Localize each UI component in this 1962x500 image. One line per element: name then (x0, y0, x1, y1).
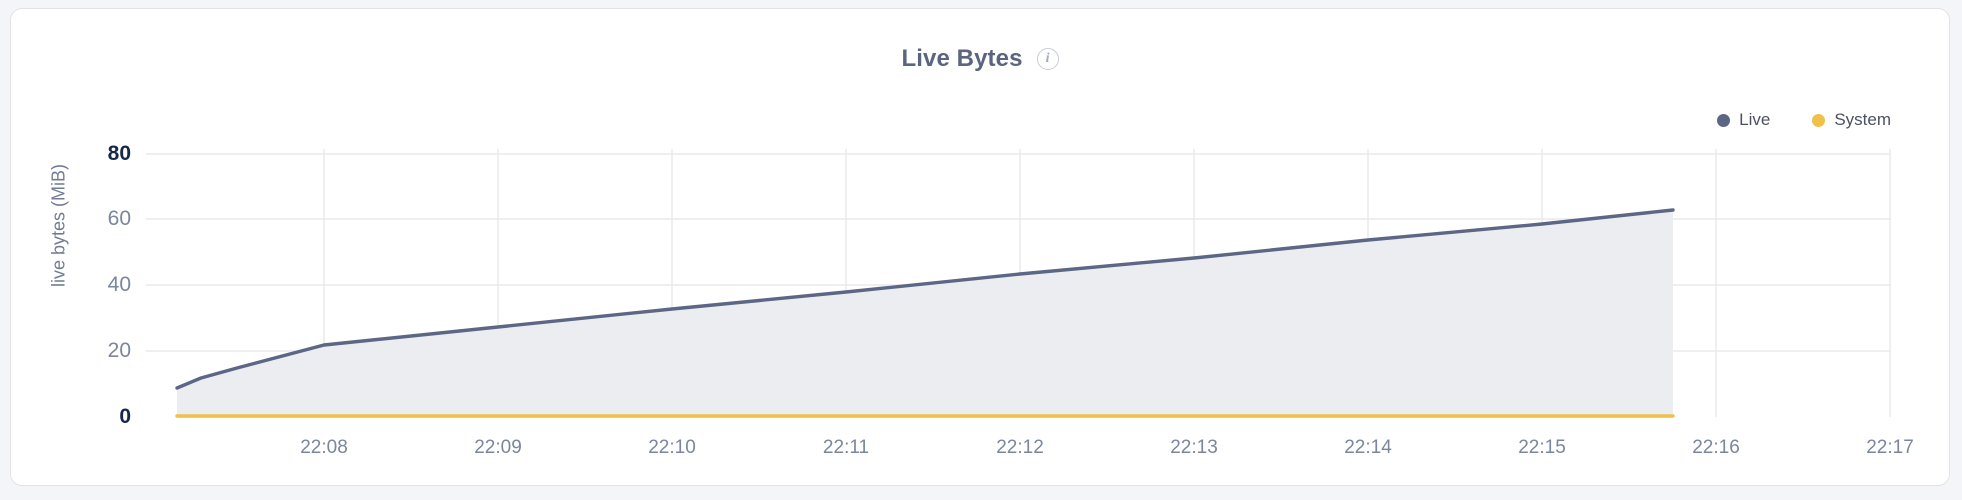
y-tick-40: 40 (107, 273, 131, 296)
x-tick-2209: 22:09 (474, 437, 522, 458)
chart-card: Live Bytes i Live System live bytes (MiB… (10, 8, 1950, 486)
x-tick-2217: 22:17 (1866, 437, 1914, 458)
x-tick-2208: 22:08 (300, 437, 348, 458)
y-tick-20: 20 (107, 339, 131, 362)
info-icon[interactable]: i (1036, 48, 1059, 70)
y-tick-60: 60 (107, 207, 131, 230)
chart-svg (146, 149, 1891, 418)
legend-item-live[interactable]: Live (1717, 110, 1770, 130)
legend-dot-system (1812, 113, 1826, 127)
y-axis-tick-labels: 80 60 40 20 0 (61, 9, 131, 487)
live-series-area (177, 210, 1673, 418)
legend-label-live: Live (1739, 110, 1771, 129)
legend-dot-live (1717, 113, 1731, 127)
y-tick-0: 0 (119, 405, 131, 428)
x-tick-2212: 22:12 (996, 437, 1044, 458)
x-tick-2211: 22:11 (822, 437, 870, 458)
live-series-line[interactable] (175, 208, 1675, 390)
legend-item-system[interactable]: System (1812, 110, 1891, 130)
x-tick-2215: 22:15 (1518, 437, 1566, 458)
y-tick-80: 80 (107, 142, 131, 165)
x-tick-2216: 22:16 (1692, 437, 1740, 458)
plot-area: live bytes (MiB) 80 60 40 20 0 (11, 9, 1951, 487)
chart-legend: Live System (1717, 110, 1891, 130)
x-tick-2213: 22:13 (1170, 437, 1218, 458)
x-tick-2214: 22:14 (1344, 437, 1392, 458)
x-tick-2210: 22:10 (648, 437, 696, 458)
legend-label-system: System (1834, 110, 1891, 129)
